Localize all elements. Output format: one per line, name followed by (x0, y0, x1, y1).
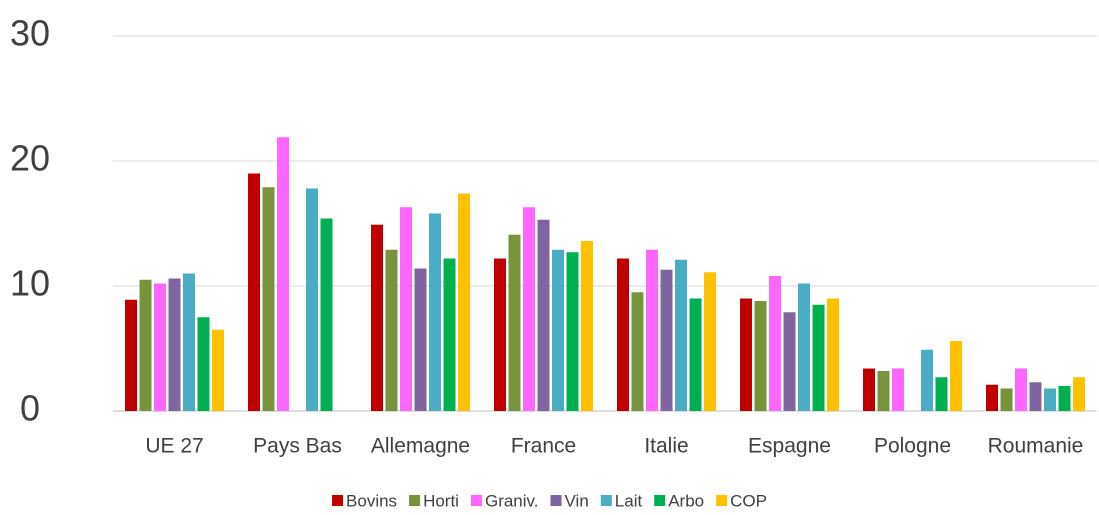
legend-swatch (716, 495, 728, 506)
legend-swatch (654, 495, 666, 506)
bar (812, 304, 825, 411)
legend-swatch (550, 495, 562, 506)
bar (754, 301, 767, 411)
bar (1058, 386, 1071, 411)
bar (1000, 388, 1013, 411)
y-tick-label: 0 (20, 388, 40, 429)
bar (429, 213, 441, 411)
bar (1073, 377, 1085, 411)
x-tick-label: UE 27 (145, 435, 203, 458)
legend-label: Bovins (346, 491, 397, 510)
bar (125, 299, 137, 411)
legend-label: Horti (423, 491, 459, 510)
x-tick-label: Espagne (748, 435, 831, 458)
bar (769, 276, 781, 411)
bar (1044, 388, 1056, 411)
x-tick-label: Italie (644, 435, 688, 458)
bar (646, 249, 658, 411)
bar (183, 273, 195, 411)
bar (935, 377, 948, 411)
bar (566, 252, 579, 411)
bar (1015, 368, 1027, 411)
bar (154, 283, 166, 411)
bar (986, 384, 998, 411)
bar (892, 368, 904, 411)
bar (863, 368, 875, 411)
bar (414, 268, 427, 411)
bar (552, 249, 564, 411)
x-tick-label: Roumanie (988, 435, 1084, 458)
bar (458, 193, 470, 411)
bar (877, 371, 890, 411)
y-tick-label: 20 (10, 138, 50, 179)
bar (494, 258, 506, 411)
legend-label: Arbo (668, 491, 704, 510)
bar (523, 207, 535, 411)
bar (508, 234, 521, 411)
x-tick-label: France (511, 435, 576, 458)
legend-label: COP (730, 491, 767, 510)
bar (248, 173, 260, 411)
bar (675, 259, 687, 411)
legend-label: Graniv. (485, 491, 539, 510)
legend-label: Lait (615, 491, 643, 510)
x-tick-label: Pologne (874, 435, 951, 458)
bar (537, 219, 550, 411)
bar (704, 272, 716, 411)
bar (385, 249, 398, 411)
bar (783, 312, 796, 411)
legend-swatch (600, 495, 612, 506)
legend-swatch (332, 495, 344, 506)
x-tick-label: Allemagne (371, 435, 470, 458)
bar (212, 329, 224, 411)
bar (320, 218, 333, 411)
legend-swatch (409, 495, 421, 506)
bar (168, 278, 181, 411)
bar (443, 258, 456, 411)
bar (689, 298, 702, 411)
bar (262, 187, 275, 411)
bar (400, 207, 412, 411)
bar (581, 241, 593, 411)
bar (827, 298, 839, 411)
bar (197, 317, 210, 411)
bar (617, 258, 629, 411)
x-tick-label: Pays Bas (253, 435, 342, 458)
bar (1029, 382, 1042, 411)
bar (277, 137, 289, 411)
bar (798, 283, 810, 411)
bar (631, 292, 644, 411)
bar (950, 341, 962, 411)
bar (660, 269, 673, 411)
bar (371, 224, 383, 411)
bar (921, 349, 933, 411)
legend-label: Vin (565, 491, 589, 510)
bar (306, 188, 318, 411)
y-tick-label: 10 (10, 263, 50, 304)
bar (740, 298, 752, 411)
bar (139, 279, 152, 411)
legend-swatch (470, 495, 482, 506)
y-tick-label: 30 (10, 13, 50, 54)
